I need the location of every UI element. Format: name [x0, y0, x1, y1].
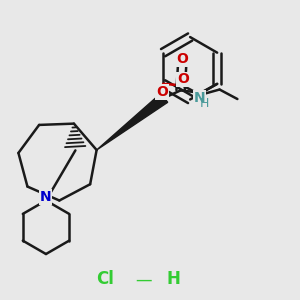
Text: H: H — [167, 270, 181, 288]
Text: O: O — [176, 52, 188, 67]
Text: —: — — [136, 270, 152, 288]
Text: Cl: Cl — [97, 270, 114, 288]
Text: O: O — [177, 72, 189, 86]
Text: N: N — [194, 91, 206, 105]
Text: O: O — [156, 85, 168, 99]
Text: H: H — [200, 97, 209, 110]
Text: N: N — [40, 190, 52, 204]
Polygon shape — [97, 93, 168, 150]
